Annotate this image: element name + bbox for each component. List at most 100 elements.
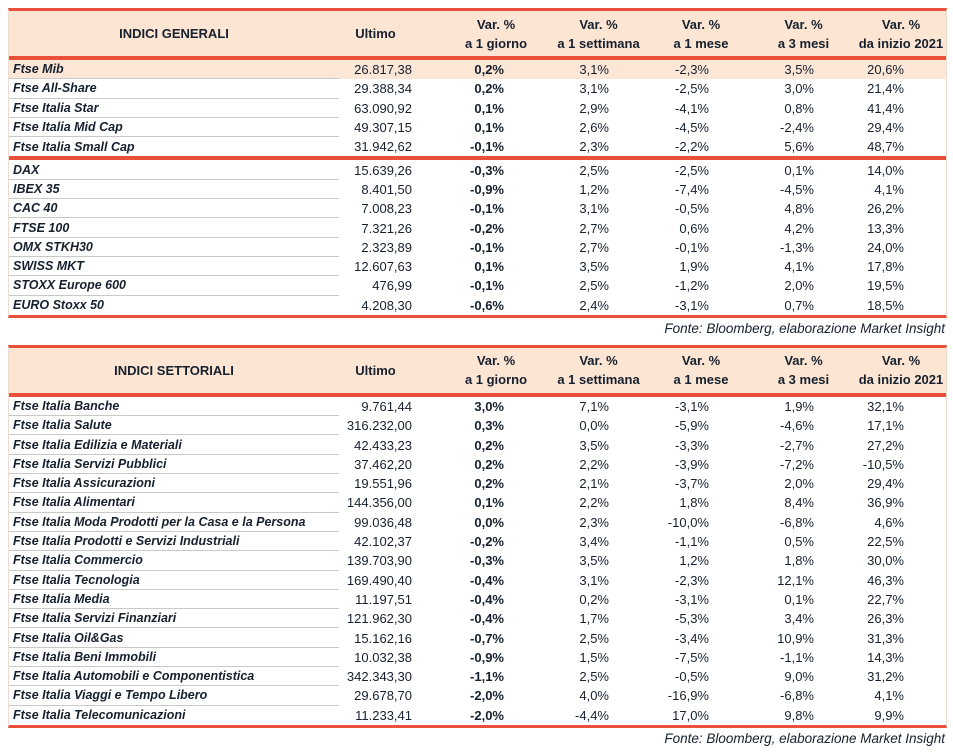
ultimo-cell: 139.703,90: [346, 553, 412, 569]
index-name-cell: FTSE 100: [9, 218, 339, 238]
var-1d-cell: 0,2%: [474, 62, 504, 78]
index-name-cell: Ftse Italia Viaggi e Tempo Libero: [9, 686, 339, 706]
ultimo-cell: 31.942,62: [354, 139, 412, 155]
var-1m-cell: -5,9%: [675, 418, 709, 434]
table-row: OMX STKH30 2.323,89 -0,1% 2,7% -0,1% -1,3% 24,…: [9, 238, 946, 257]
var-1m-cell: -3,1%: [675, 591, 709, 607]
var-1d-cell: 0,1%: [474, 495, 504, 511]
var-1d-cell: -0,4%: [470, 572, 504, 588]
table-title: INDICI SETTORIALI: [114, 362, 234, 378]
var-3m-cell: -1,1%: [780, 649, 814, 665]
ultimo-cell: 4.208,30: [361, 297, 412, 313]
var-period-label: a 3 mesi: [777, 35, 830, 51]
column-header-var: Var. % a 3 mesi: [751, 15, 856, 53]
index-name-cell: Ftse Italia Moda Prodotti per la Casa e …: [9, 513, 339, 532]
indici-generali-table: INDICI GENERALI Ultimo Var. % a 1 giorno Var…: [8, 8, 947, 318]
var-ytd-cell: 19,5%: [867, 278, 904, 294]
column-header-var: Var. % a 1 mese: [651, 15, 751, 53]
column-header-var: Var. % a 1 giorno: [446, 351, 546, 389]
var-3m-cell: -4,5%: [780, 181, 814, 197]
var-1m-cell: -7,5%: [675, 649, 709, 665]
index-name-cell: Ftse Italia Star: [9, 99, 339, 118]
var-ytd-cell: 36,9%: [867, 495, 904, 511]
index-name-cell: Ftse Italia Banche: [9, 397, 339, 417]
ultimo-cell: 63.090,92: [354, 100, 412, 116]
index-name-cell: Ftse Italia Oil&Gas: [9, 628, 339, 648]
var-3m-cell: 5,6%: [784, 139, 814, 155]
var-1d-cell: -0,3%: [470, 553, 504, 569]
source-note-settoriali: Fonte: Bloomberg, elaborazione Market In…: [664, 730, 945, 746]
column-header-ultimo: Ultimo: [355, 362, 396, 378]
var-3m-cell: -4,6%: [780, 418, 814, 434]
var-3m-cell: 12,1%: [777, 572, 814, 588]
var-3m-cell: 0,8%: [784, 100, 814, 116]
index-name-cell: Ftse Italia Alimentari: [9, 493, 339, 513]
var-ytd-cell: 31,3%: [867, 630, 904, 646]
var-1d-cell: -0,6%: [470, 297, 504, 313]
table-row: Ftse Italia Telecomunicazioni 11.233,41 -2…: [9, 706, 946, 725]
var-1d-cell: -0,2%: [470, 220, 504, 236]
column-header-var: Var. % da inizio 2021: [856, 351, 946, 389]
var-1m-cell: 1,9%: [679, 259, 709, 275]
column-header-var: Var. % da inizio 2021: [856, 15, 946, 53]
var-1m-cell: 17,0%: [672, 707, 709, 723]
double-rule: [9, 156, 946, 161]
index-name-cell: Ftse All-Share: [9, 79, 339, 99]
var-1w-cell: 3,5%: [579, 259, 609, 275]
var-3m-cell: 3,5%: [784, 62, 814, 78]
var-1d-cell: -0,9%: [470, 649, 504, 665]
var-1w-cell: 1,2%: [579, 181, 609, 197]
var-1w-cell: 2,2%: [579, 495, 609, 511]
var-1w-cell: 1,7%: [579, 611, 609, 627]
ultimo-cell: 144.356,00: [346, 495, 412, 511]
ultimo-cell: 169.490,40: [346, 572, 412, 588]
var-1m-cell: -4,1%: [675, 100, 709, 116]
var-1d-cell: -0,9%: [470, 181, 504, 197]
ultimo-cell: 10.032,38: [354, 649, 412, 665]
var-ytd-cell: 21,4%: [867, 81, 904, 97]
var-1w-cell: 3,4%: [579, 534, 609, 550]
var-ytd-cell: 20,6%: [867, 62, 904, 78]
var-1m-cell: -1,1%: [675, 534, 709, 550]
var-3m-cell: 9,0%: [784, 669, 814, 685]
ultimo-cell: 316.232,00: [346, 418, 412, 434]
table-row: Ftse Italia Star 63.090,92 0,1% 2,9% -4,1% 0,…: [9, 99, 946, 118]
index-name-cell: Ftse Italia Telecomunicazioni: [13, 708, 186, 723]
var-1w-cell: 3,1%: [579, 572, 609, 588]
table-row: Ftse Italia Commercio 139.703,90 -0,3% 3,5%…: [9, 551, 946, 571]
var-ytd-cell: -10,5%: [862, 456, 904, 472]
var-ytd-cell: 4,1%: [874, 181, 904, 197]
ultimo-cell: 7.321,26: [361, 220, 412, 236]
var-ytd-cell: 9,9%: [874, 707, 904, 723]
var-1m-cell: -0,5%: [675, 669, 709, 685]
var-ytd-cell: 14,3%: [867, 649, 904, 665]
var-3m-cell: 1,8%: [784, 553, 814, 569]
ultimo-cell: 9.761,44: [361, 399, 412, 414]
index-name-cell: Ftse Italia Assicurazioni: [9, 474, 339, 494]
var-1w-cell: 4,0%: [579, 688, 609, 704]
var-1m-cell: -5,3%: [675, 611, 709, 627]
column-header-var: Var. % a 1 mese: [651, 351, 751, 389]
index-name-cell: Ftse Mib: [9, 60, 339, 80]
var-1d-cell: -0,1%: [470, 201, 504, 217]
var-period-label: da inizio 2021: [858, 35, 944, 51]
var-3m-cell: 8,4%: [784, 495, 814, 511]
ultimo-cell: 11.233,41: [355, 707, 412, 723]
var-ytd-cell: 30,0%: [867, 553, 904, 569]
var-ytd-cell: 48,7%: [867, 139, 904, 155]
var-1m-cell: -7,4%: [675, 181, 709, 197]
var-1w-cell: 2,7%: [579, 220, 609, 236]
var-percent-label: Var. %: [784, 353, 823, 369]
var-ytd-cell: 31,2%: [867, 669, 904, 685]
var-ytd-cell: 4,6%: [874, 514, 904, 530]
ultimo-cell: 42.102,37: [354, 534, 412, 550]
index-name-cell: Ftse Italia Mid Cap: [9, 118, 339, 138]
var-ytd-cell: 24,0%: [867, 239, 904, 255]
var-1w-cell: 3,1%: [579, 62, 609, 78]
column-header-var: Var. % a 1 settimana: [546, 15, 651, 53]
var-period-label: a 1 giorno: [464, 372, 528, 388]
ultimo-cell: 342.343,30: [346, 669, 412, 685]
var-period-label: a 1 mese: [673, 35, 729, 51]
var-ytd-cell: 22,5%: [867, 534, 904, 550]
